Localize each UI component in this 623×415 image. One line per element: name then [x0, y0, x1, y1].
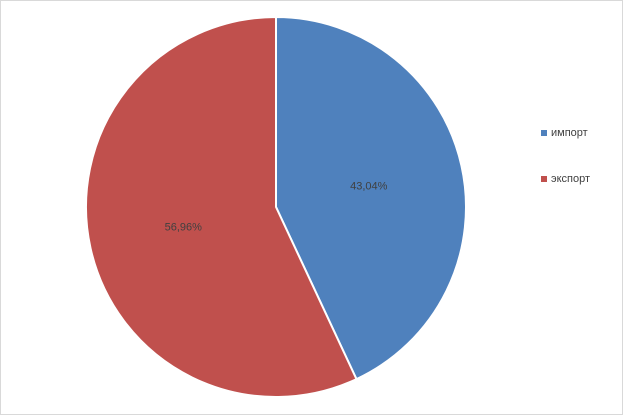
pie-slice [275, 15, 467, 381]
legend-marker [541, 130, 547, 136]
legend-marker [541, 176, 547, 182]
legend-label: экспорт [551, 173, 590, 185]
data-label: 43,04% [350, 180, 388, 192]
legend-label: импорт [551, 127, 588, 139]
pie-slice [85, 15, 358, 398]
data-label: 56,96% [165, 222, 203, 234]
